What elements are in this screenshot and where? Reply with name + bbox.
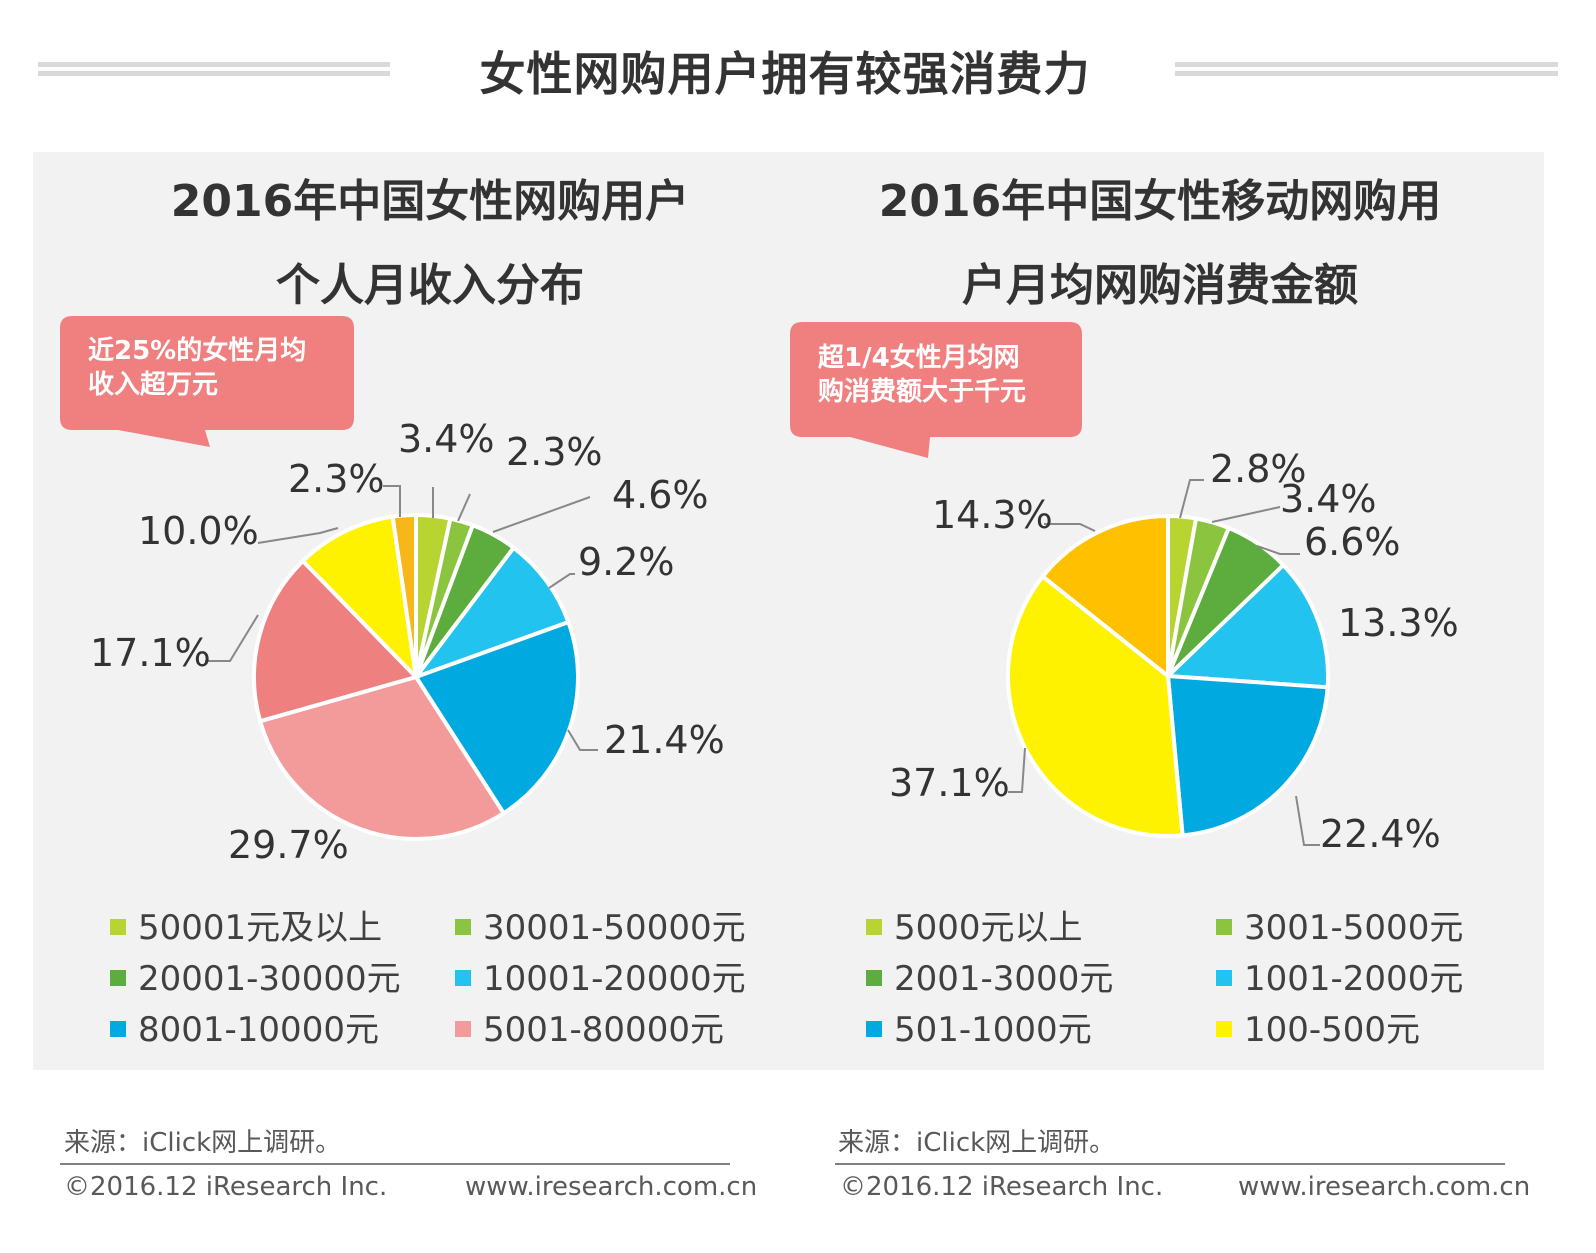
chart2-title: 2016年中国女性移动网购用 户月均网购消费金额 <box>830 160 1490 328</box>
chart1-data-label: 17.1% <box>90 631 211 675</box>
legend-swatch <box>110 918 126 935</box>
legend-swatch <box>455 918 471 935</box>
legend-swatch <box>1216 918 1232 935</box>
chart2-pie <box>1006 513 1330 838</box>
chart1-data-label: 29.7% <box>228 823 349 867</box>
title-decor-left <box>38 62 390 76</box>
chart1-slice-4 <box>414 620 580 816</box>
chart2-source: 来源：iClick网上调研。 <box>838 1128 1116 1158</box>
chart2-data-label: 2.8% <box>1210 447 1307 491</box>
chart2-footer-divider <box>835 1163 1505 1165</box>
chart2-slice-3 <box>1166 563 1330 690</box>
chart2-slice-4 <box>1166 674 1330 838</box>
chart2-title-line2: 户月均网购消费金额 <box>962 260 1358 311</box>
chart1-website[interactable]: www.iresearch.com.cn <box>465 1172 758 1202</box>
legend-item: 50001元及以上 <box>110 908 382 948</box>
chart1-data-label: 10.0% <box>138 509 259 553</box>
legend-item: 10001-20000元 <box>455 959 746 999</box>
leader-line-8 <box>1179 479 1204 519</box>
chart1-footer-divider <box>60 1163 730 1165</box>
leader-line-13 <box>1044 523 1096 532</box>
chart1-slice-7 <box>300 514 418 679</box>
chart1-pie <box>252 513 580 841</box>
legend-item: 501-1000元 <box>866 1010 1092 1050</box>
chart2-callout-text: 超1/4女性月均网 购消费额大于千元 <box>818 341 1026 409</box>
legend-swatch <box>866 1020 882 1037</box>
chart1-data-label: 21.4% <box>604 718 725 762</box>
chart2-data-label: 3.4% <box>1280 477 1377 521</box>
chart1-title-line2: 个人月收入分布 <box>276 260 584 311</box>
legend-swatch <box>866 918 882 935</box>
legend-swatch <box>455 969 471 986</box>
leader-line-10 <box>1256 545 1300 555</box>
chart1-slice-5 <box>258 675 506 841</box>
leader-lines <box>205 479 1320 846</box>
chart1-data-label: 2.3% <box>288 457 385 501</box>
chart2-data-label: 6.6% <box>1304 520 1401 564</box>
legend-item: 100-500元 <box>1216 1010 1420 1050</box>
chart2-website[interactable]: www.iresearch.com.cn <box>1238 1172 1531 1202</box>
legend-item: 1001-2000元 <box>1216 959 1463 999</box>
chart1-title: 2016年中国女性网购用户 个人月收入分布 <box>110 160 750 328</box>
legend-item: 5000元以上 <box>866 908 1083 948</box>
chart1-data-label: 9.2% <box>578 540 675 584</box>
chart1-source: 来源：iClick网上调研。 <box>64 1128 342 1158</box>
chart2-title-line1: 2016年中国女性移动网购用 <box>878 176 1442 227</box>
legend-swatch <box>866 969 882 986</box>
legend-swatch <box>455 1020 471 1037</box>
chart1-copyright: ©2016.12 iResearch Inc. <box>64 1172 388 1202</box>
chart1-data-label: 2.3% <box>506 430 603 474</box>
title-decor-right <box>1175 62 1558 76</box>
leader-line-2 <box>492 496 591 533</box>
chart2-copyright: ©2016.12 iResearch Inc. <box>840 1172 1164 1202</box>
chart1-slice-8 <box>390 513 418 679</box>
title-bar: 女性网购用户拥有较强消费力 <box>0 0 1596 130</box>
chart2-callout-line1: 超1/4女性月均网 <box>818 343 1020 373</box>
chart1-slice-6 <box>252 559 418 724</box>
chart1-callout-line1: 近25%的女性月均 <box>88 336 307 366</box>
leader-line-5 <box>205 614 259 662</box>
chart2-data-label: 37.1% <box>889 761 1010 805</box>
legend-swatch <box>1216 969 1232 986</box>
leader-line-9 <box>1211 506 1281 523</box>
chart2-data-label: 14.3% <box>932 493 1053 537</box>
page-title: 女性网购用户拥有较强消费力 <box>479 47 1091 101</box>
chart1-title-line1: 2016年中国女性网购用户 <box>170 176 690 227</box>
legend-item: 30001-50000元 <box>455 908 746 948</box>
legend-swatch <box>110 969 126 986</box>
leader-line-3 <box>548 573 575 589</box>
leader-line-7 <box>383 485 401 517</box>
leader-line-6 <box>257 527 339 544</box>
chart2-slice-6 <box>1040 514 1170 678</box>
legend-item: 20001-30000元 <box>110 959 401 999</box>
chart2-slice-5 <box>1006 574 1185 838</box>
leader-line-11 <box>1295 795 1320 846</box>
legend-item: 3001-5000元 <box>1216 908 1463 948</box>
legend-swatch <box>110 1020 126 1037</box>
chart2-callout-bubble <box>790 322 1082 458</box>
chart2-data-label: 13.3% <box>1338 601 1459 645</box>
legend-item: 5001-80000元 <box>455 1010 724 1050</box>
chart1-data-label: 4.6% <box>612 473 709 517</box>
legend-item: 8001-10000元 <box>110 1010 379 1050</box>
chart1-callout-bubble <box>60 316 354 447</box>
leader-line-4 <box>567 729 598 751</box>
leader-line-12 <box>1008 747 1026 793</box>
leader-line-1 <box>457 493 471 522</box>
chart2-data-label: 22.4% <box>1320 812 1441 856</box>
chart1-callout-text: 近25%的女性月均 收入超万元 <box>88 334 306 402</box>
chart2-callout-line2: 购消费额大于千元 <box>818 377 1027 407</box>
chart1-data-label: 3.4% <box>398 417 495 461</box>
legend-swatch <box>1216 1020 1232 1037</box>
percent-labels: 3.4% 2.3%4.6%9.2%21.4%29.7%17.1%10.0%2.3%… <box>90 417 1459 867</box>
chart1-callout-line2: 收入超万元 <box>88 370 219 400</box>
legend-item: 2001-3000元 <box>866 959 1113 999</box>
